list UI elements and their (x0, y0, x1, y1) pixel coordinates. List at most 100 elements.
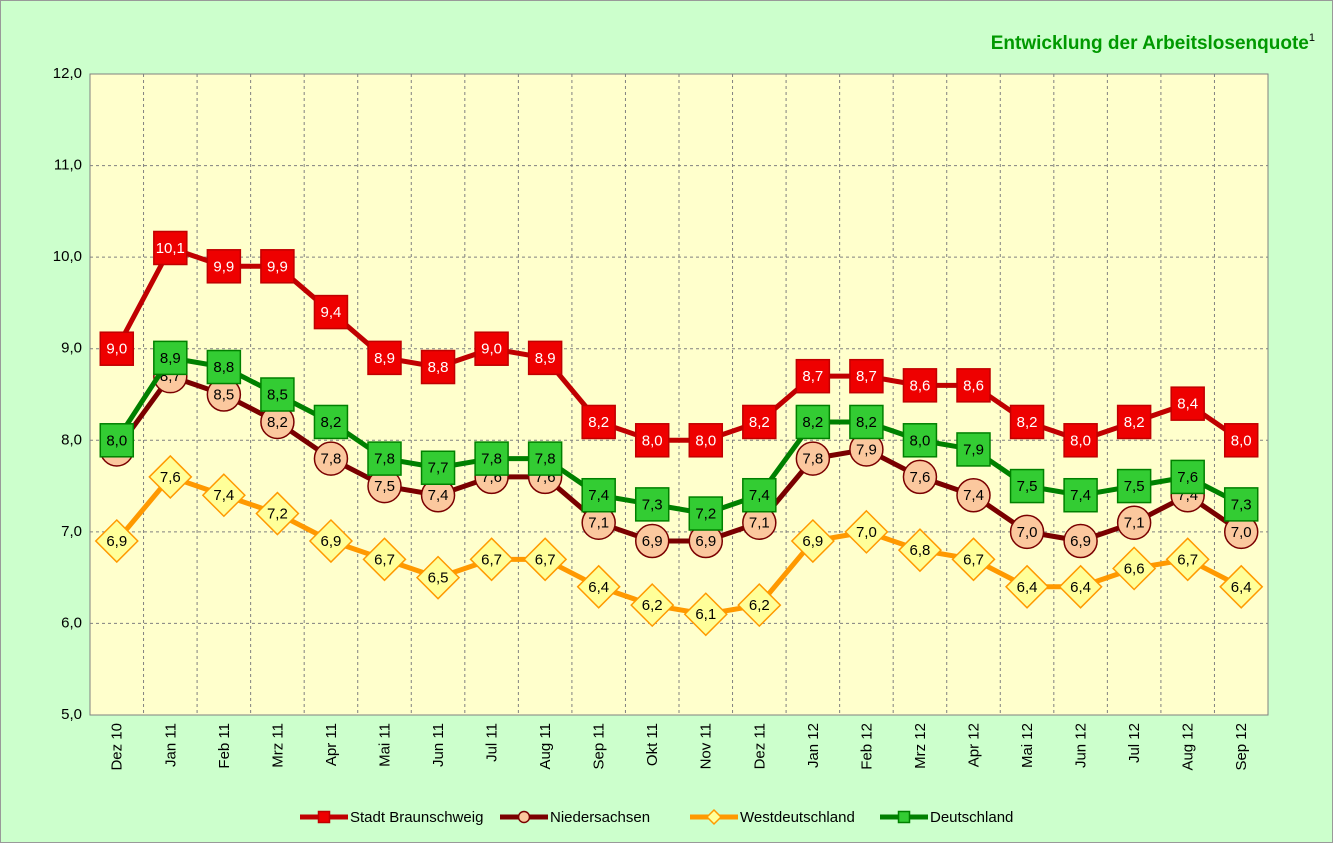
marker (1219, 564, 1264, 609)
y-tick-label: 5,0 (61, 706, 82, 723)
marker (581, 477, 616, 513)
data-label: 7,8 (802, 451, 823, 468)
data-label: 7,1 (588, 515, 609, 532)
data-label: 9,0 (481, 341, 502, 358)
marker (902, 423, 938, 458)
marker (517, 810, 531, 824)
data-label: 8,2 (856, 414, 877, 431)
data-label: 6,5 (428, 570, 449, 587)
marker (705, 808, 723, 826)
data-label: 8,2 (1017, 414, 1038, 431)
x-tick-label: Dez 10 (109, 723, 126, 771)
marker (683, 592, 728, 637)
y-tick-label: 8,0 (61, 431, 82, 448)
data-label: 7,2 (267, 506, 288, 523)
data-label: 7,6 (1177, 469, 1198, 486)
marker (474, 441, 509, 476)
marker (1116, 468, 1152, 504)
marker (902, 459, 938, 495)
data-label: 8,8 (213, 359, 234, 376)
marker (1170, 459, 1205, 495)
data-label: 8,6 (910, 377, 931, 394)
marker (313, 441, 349, 476)
data-label: 6,4 (1231, 579, 1252, 596)
data-label: 6,4 (1017, 579, 1038, 596)
marker (634, 487, 670, 522)
x-tick-label: Mrz 11 (269, 723, 286, 768)
data-label: 7,6 (910, 469, 931, 486)
data-label: 7,1 (749, 515, 770, 532)
marker (1170, 386, 1205, 421)
data-label: 6,6 (1124, 560, 1145, 577)
marker (581, 404, 616, 440)
data-label: 6,9 (802, 533, 823, 550)
data-label: 10,1 (156, 240, 185, 257)
x-tick-label: Mai 11 (376, 723, 393, 767)
data-label: 7,4 (963, 487, 984, 504)
marker (634, 523, 670, 559)
marker (317, 810, 331, 824)
data-label: 6,2 (749, 597, 770, 614)
y-tick-label: 9,0 (61, 340, 82, 357)
data-label: 9,9 (213, 258, 234, 275)
data-label: 6,7 (374, 551, 395, 568)
data-label: 6,7 (481, 551, 502, 568)
legend-label: Westdeutschland (740, 809, 855, 826)
marker (260, 249, 295, 284)
title-text: Entwicklung der Arbeitslosenquote (991, 33, 1309, 54)
x-tick-label: Apr 12 (965, 723, 982, 767)
data-label: 7,8 (535, 451, 556, 468)
data-label: 8,9 (160, 350, 181, 367)
series: 9,0 10,1 9,9 9,9 9,4 8,9 8,8 9,0 8,9 8,2 8,0 8,0 8,2… (99, 230, 1259, 458)
marker (897, 810, 911, 824)
data-label: 6,9 (695, 533, 716, 550)
marker (1009, 404, 1045, 440)
marker (1116, 404, 1152, 440)
plot-border (89, 73, 1269, 716)
data-label: 8,0 (910, 432, 931, 449)
title-footnote: 1 (1309, 32, 1315, 44)
data-label: 6,4 (588, 579, 609, 596)
marker (308, 518, 354, 564)
data-label: 6,9 (106, 533, 127, 550)
data-label: 7,8 (374, 451, 395, 468)
marker (420, 450, 456, 486)
y-tick-label: 11,0 (54, 157, 82, 174)
marker (523, 537, 568, 582)
marker (795, 404, 831, 440)
marker (1223, 487, 1259, 522)
marker (469, 537, 514, 582)
x-tick-label: Jan 12 (805, 723, 822, 768)
data-label: 8,2 (588, 414, 609, 431)
data-label: 8,2 (267, 414, 288, 431)
data-label: 7,4 (588, 487, 609, 504)
data-label: 7,1 (1124, 515, 1145, 532)
data-label: 8,0 (1070, 432, 1091, 449)
x-tick-label: Jun 12 (1073, 723, 1090, 768)
marker (951, 537, 996, 582)
chart-title: Entwicklung der Arbeitslosenquote1 (991, 32, 1315, 54)
marker (527, 441, 563, 476)
data-label: 7,9 (963, 441, 984, 458)
x-tick-label: Aug 12 (1180, 723, 1197, 771)
data-label: 7,3 (1231, 496, 1252, 513)
data-label: 7,2 (695, 506, 716, 523)
legend-label: Deutschland (930, 809, 1013, 826)
marker (474, 331, 509, 366)
marker (634, 423, 670, 458)
data-label: 7,0 (1017, 524, 1038, 541)
marker (362, 537, 407, 582)
marker (795, 441, 831, 476)
x-tick-label: Sep 11 (591, 723, 608, 769)
data-label: 8,6 (963, 377, 984, 394)
marker (737, 583, 782, 628)
marker (1112, 546, 1157, 591)
marker (201, 473, 246, 518)
x-tick-label: Dez 11 (751, 723, 768, 769)
marker (153, 230, 188, 266)
marker (630, 583, 675, 628)
marker (1165, 537, 1210, 582)
data-label: 7,4 (428, 487, 449, 504)
x-tick-label: Sep 12 (1233, 723, 1250, 771)
